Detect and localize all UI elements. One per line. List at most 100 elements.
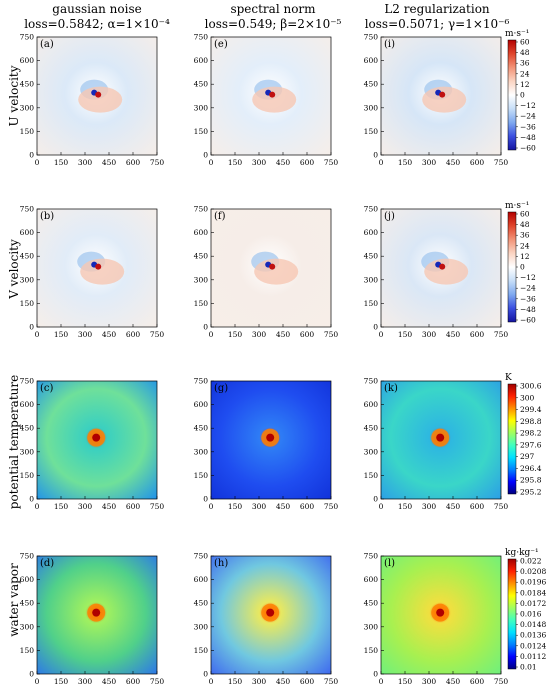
colorbar-tick-label: 48 [520, 48, 530, 57]
panel-frame [210, 36, 332, 156]
x-tick-label: 0 [35, 158, 40, 167]
y-tick-label: 600 [364, 400, 379, 409]
column-3-method: L2 regularization [384, 2, 490, 16]
y-tick-label: 0 [373, 670, 378, 679]
colorbar-tick-label: −60 [520, 144, 536, 153]
colorbar-scale [507, 211, 517, 323]
x-tick-label: 750 [324, 158, 339, 167]
colorbar-tick-label: 0 [520, 263, 525, 272]
panel-label: (a) [40, 39, 54, 50]
map-panel-j: (j) 00 150 150 300 300 450 450 600 600 750 750 [364, 205, 509, 340]
vortex-lobe [254, 258, 299, 285]
y-tick-label: 150 [364, 471, 379, 480]
colorbar-unit: m·s⁻¹ [505, 29, 529, 39]
colorbar-tick-label: 36 [520, 231, 530, 240]
x-tick-label: 600 [300, 158, 315, 167]
x-tick-label: 150 [54, 330, 69, 339]
x-tick-label: 450 [102, 158, 117, 167]
colorbar-tick-label: 298.2 [520, 429, 542, 438]
x-tick-label: 450 [446, 502, 461, 511]
x-tick-label: 300 [252, 158, 267, 167]
row-label-u-velocity: U velocity [7, 65, 21, 126]
x-tick-label: 150 [54, 502, 69, 511]
colorbar-tick-label: −12 [520, 101, 536, 110]
vortex-lobe [80, 258, 125, 285]
y-tick-label: 0 [373, 151, 378, 160]
colorbar-unit: kg·kg⁻¹ [505, 548, 539, 558]
x-tick-label: 450 [102, 502, 117, 511]
x-tick-label: 0 [35, 330, 40, 339]
column-header-1: gaussian noise loss=0.5842; α=1×10⁻⁴ [24, 2, 170, 31]
x-tick-label: 750 [150, 330, 165, 339]
vortex-core [266, 433, 275, 442]
column-1-method: gaussian noise [52, 2, 141, 16]
x-tick-label: 0 [209, 502, 214, 511]
x-tick-label: 300 [252, 677, 267, 686]
colorbar-unit: K [505, 373, 512, 383]
y-tick-label: 0 [203, 670, 208, 679]
x-tick-label: 450 [276, 158, 291, 167]
y-tick-label: 150 [194, 471, 209, 480]
y-tick-label: 150 [20, 646, 35, 655]
column-1-loss: loss=0.5842; α=1×10⁻⁴ [24, 17, 170, 31]
panel-label: (i) [384, 39, 395, 50]
y-tick-label: 450 [20, 252, 35, 261]
colorbar-tick-label: 24 [520, 241, 530, 250]
y-tick-label: 0 [203, 323, 208, 332]
y-tick-label: 450 [364, 252, 379, 261]
x-tick-label: 150 [54, 158, 69, 167]
colorbar-tick-label: 0.0208 [520, 567, 546, 576]
vortex-core [266, 608, 275, 617]
colorbar-scale [507, 39, 517, 151]
x-tick-label: 0 [379, 158, 384, 167]
vortex-core-positive [439, 263, 446, 270]
vortex-core-positive [95, 263, 102, 270]
x-tick-label: 600 [470, 158, 485, 167]
panel-label: (j) [384, 211, 395, 222]
map-panel-f: (f) 00 150 150 300 300 450 450 600 600 750 750 [194, 205, 339, 340]
colorbar-tick-label: 299.4 [520, 405, 542, 414]
colorbar-tick-label: 0.0172 [520, 599, 546, 608]
column-2-loss: loss=0.549; β=2×10⁻⁵ [205, 17, 342, 31]
y-tick-label: 300 [194, 103, 209, 112]
colorbar-tick-label: 295.8 [520, 476, 542, 485]
map-panel-l: (l) 00 150 150 300 300 450 450 600 600 750 750 [364, 552, 509, 687]
x-tick-label: 150 [228, 502, 243, 511]
y-tick-label: 150 [20, 127, 35, 136]
y-tick-label: 300 [20, 275, 35, 284]
colorbar-tick-label: 0.016 [520, 610, 542, 619]
y-tick-label: 300 [194, 622, 209, 631]
x-tick-label: 600 [126, 330, 141, 339]
x-tick-label: 450 [276, 677, 291, 686]
colorbar-scale [507, 558, 517, 670]
colorbar-tick-label: 0.0124 [520, 641, 546, 650]
y-tick-label: 150 [194, 299, 209, 308]
vortex-lobe [422, 86, 467, 113]
y-tick-label: 150 [194, 127, 209, 136]
colorbar-3: K 300.6 300 299.4 298.8 298.2 297.6 297 296.4 295… [505, 373, 542, 497]
y-tick-label: 0 [29, 495, 34, 504]
x-tick-label: 600 [126, 502, 141, 511]
x-tick-label: 750 [494, 158, 509, 167]
x-tick-label: 0 [35, 502, 40, 511]
x-tick-label: 0 [209, 330, 214, 339]
colorbar-tick-label: −36 [520, 122, 536, 131]
y-tick-label: 750 [364, 205, 379, 214]
y-tick-label: 300 [364, 447, 379, 456]
colorbar-tick-label: 297.6 [520, 440, 542, 449]
panel-grid: (a)00150150300300450450600600750750(e)00… [20, 33, 509, 687]
map-panel-b: (b) 00 150 150 300 300 450 450 600 600 750 750 [20, 205, 165, 340]
y-tick-label: 0 [29, 151, 34, 160]
vortex-core [436, 608, 445, 617]
y-tick-label: 600 [20, 228, 35, 237]
panel-frame [210, 380, 332, 500]
map-panel-d: (d) 00 150 150 300 300 450 450 600 600 750 750 [20, 552, 165, 687]
x-tick-label: 0 [379, 677, 384, 686]
map-panel-k: (k) 00 150 150 300 300 450 450 600 600 750 750 [364, 377, 509, 512]
y-tick-label: 600 [194, 575, 209, 584]
panel-label: (k) [384, 383, 398, 394]
panel-label: (b) [40, 211, 54, 222]
map-panel-a: (a) 00 150 150 300 300 450 450 600 600 750 750 [20, 33, 165, 168]
